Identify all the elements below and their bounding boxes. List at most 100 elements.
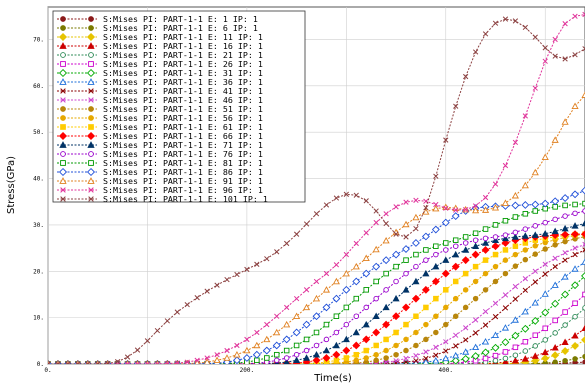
data-point [562,56,568,62]
data-point [234,342,240,349]
data-point [293,312,301,319]
data-point [262,346,271,355]
data-point [572,300,578,307]
data-point [244,266,250,273]
data-point [541,199,550,208]
data-point [572,52,578,58]
data-point [402,220,410,228]
data-point [452,243,459,249]
data-point [353,351,360,358]
data-point [551,136,559,143]
data-point [403,321,409,328]
y-tick-label: 0. [37,361,44,368]
data-point [532,243,539,249]
series-line [48,16,585,364]
data-point [382,256,391,265]
data-point [443,339,449,345]
data-point [501,234,510,242]
data-point [323,202,330,208]
data-point [472,203,479,209]
data-point [472,263,479,270]
data-point [413,358,419,364]
legend-label: S:Mises PI: PART-1-1 E: 1 IP: 1 [103,14,258,24]
data-point [571,102,579,109]
data-point [463,325,469,331]
data-point [393,342,399,349]
data-point [264,321,270,328]
data-point [552,204,558,210]
data-point [462,234,469,240]
data-point [532,85,538,91]
legend-entry: S:Mises PI: PART-1-1 E: 86 IP: 1 [57,167,263,177]
data-point [422,358,429,364]
data-point [333,262,340,268]
data-point [303,287,310,293]
data-point [263,335,271,343]
data-point [522,247,529,253]
data-point [403,199,409,205]
data-point [421,232,430,241]
axis-ticks: 0. 10. 20. 30. 40. 50. 60. 70. 0. 200. 400. [33,36,453,374]
data-point [442,256,450,263]
data-point [413,197,419,203]
data-point [154,361,161,364]
data-point [561,230,570,239]
legend-box [52,10,306,203]
data-point [332,294,341,303]
data-point [521,181,529,189]
data-point [254,357,260,364]
data-point [363,230,369,236]
data-point [58,131,68,141]
data-point [224,347,230,354]
data-point [393,360,399,364]
data-point [65,361,71,364]
data-point [124,361,131,364]
data-point [552,263,558,270]
data-point [511,316,519,323]
data-point [562,21,568,27]
data-point [511,331,520,340]
data-point [582,241,585,248]
data-point [521,232,529,239]
data-point [502,217,509,224]
data-point [59,141,67,148]
data-point [124,354,131,360]
data-point [242,354,251,362]
y-tick-label: 20. [33,268,44,275]
data-point [88,52,94,58]
data-point [531,356,540,364]
legend-label: S:Mises PI: PART-1-1 E: 76 IP: 1 [103,149,263,159]
data-point [492,358,499,364]
data-point [403,347,409,354]
data-point [453,103,459,109]
data-point [452,278,459,285]
data-point [88,16,94,22]
data-point [562,213,568,219]
data-point [531,231,539,238]
legend-label: S:Mises PI: PART-1-1 E: 21 IP: 1 [103,50,263,60]
data-point [542,325,548,332]
data-point [272,341,281,350]
data-point [393,278,399,285]
data-point [332,341,340,349]
data-point [392,294,400,302]
data-point [463,206,469,213]
data-point [433,243,439,249]
data-point [412,239,420,247]
data-point [502,292,509,298]
y-tick-label: 70. [33,36,44,43]
data-point [264,355,270,361]
y-tick-label: 10. [33,315,44,322]
data-point [383,359,389,364]
data-point [164,360,170,364]
data-point [572,356,578,362]
data-point [582,353,585,360]
data-point [393,263,399,270]
data-point [383,211,389,217]
data-point [60,106,66,112]
data-point [392,312,400,321]
data-point [373,342,379,349]
data-point [412,294,420,303]
data-point [352,277,361,286]
